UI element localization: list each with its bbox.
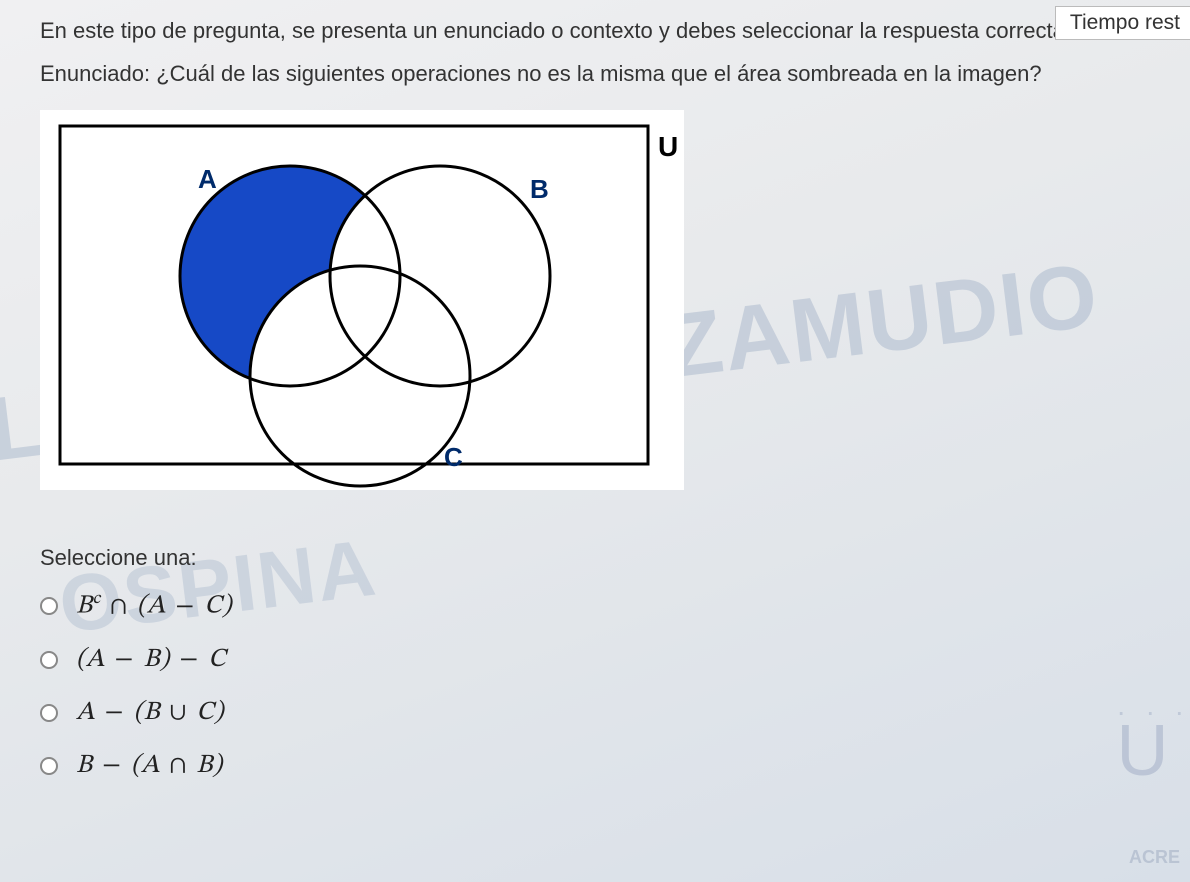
timer-label: Tiempo rest (1070, 11, 1180, 34)
venn-figure: A B C U (40, 110, 684, 490)
option-opt2[interactable]: (A − B) − C (40, 644, 1160, 677)
radio-opt1[interactable] (40, 597, 58, 615)
option-opt3[interactable]: A − (B ∪ C) (40, 697, 1160, 730)
svg-text:U: U (658, 131, 678, 162)
question-text: Enunciado: ¿Cuál de las siguientes opera… (40, 57, 1160, 90)
timer-box: Tiempo rest (1055, 6, 1190, 40)
select-one-label: Seleccione una: (40, 545, 1160, 571)
option-opt1[interactable]: Bc ∩ (A − C) (40, 589, 1160, 624)
svg-text:C: C (444, 442, 463, 472)
corner-small-text: ACRE (1129, 847, 1180, 868)
radio-opt2[interactable] (40, 651, 58, 669)
radio-opt4[interactable] (40, 757, 58, 775)
venn-svg: A B C U (40, 110, 680, 490)
option-math-opt3: A − (B ∪ C) (76, 697, 224, 730)
svg-text:A: A (198, 164, 217, 194)
intro-text: En este tipo de pregunta, se presenta un… (40, 14, 1160, 47)
option-math-opt2: (A − B) − C (76, 644, 226, 677)
option-math-opt1: Bc ∩ (A − C) (76, 589, 232, 624)
options-list: Bc ∩ (A − C) (A − B) − C A − (B ∪ C) B − (A… (40, 589, 1160, 783)
radio-opt3[interactable] (40, 704, 58, 722)
option-opt4[interactable]: B − (A ∩ B) (40, 750, 1160, 783)
svg-text:B: B (530, 174, 549, 204)
option-math-opt4: B − (A ∩ B) (76, 750, 223, 783)
